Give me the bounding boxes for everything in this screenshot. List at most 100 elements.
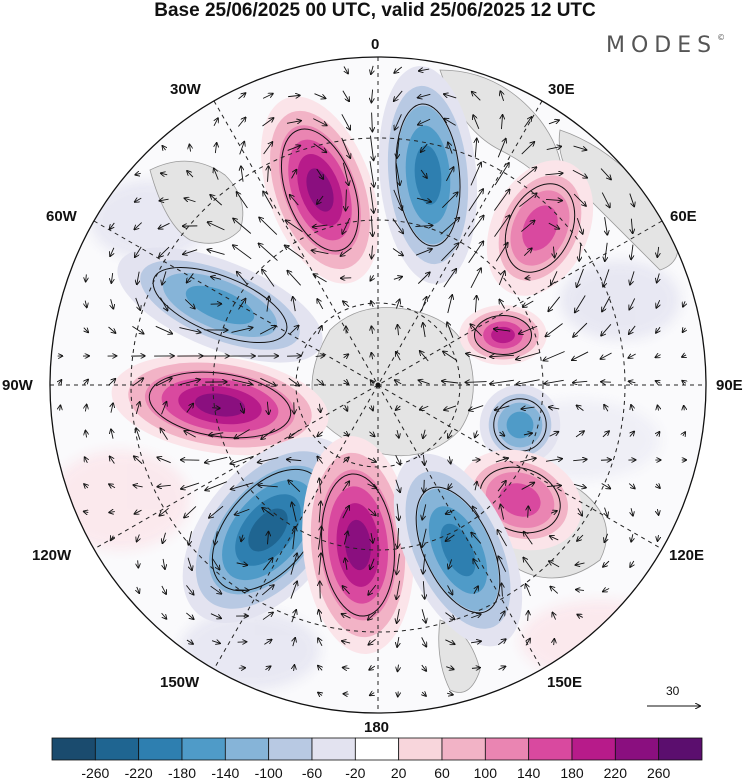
height-contour-line	[152, 266, 288, 344]
wind-vector	[631, 405, 633, 412]
wind-vector	[630, 271, 635, 284]
map-title: Base 25/06/2025 00 UTC, valid 25/06/2025…	[154, 0, 596, 21]
wind-vector	[84, 484, 88, 488]
wind-vector	[343, 668, 350, 669]
wind-vector	[683, 328, 686, 332]
colorbar-swatch	[138, 737, 183, 761]
wind-vector	[371, 65, 373, 74]
wind-vector	[59, 380, 62, 384]
wind-vector	[603, 560, 610, 567]
lon-label-180: 180	[364, 719, 390, 736]
wind-vector	[210, 613, 221, 619]
wind-vector	[519, 325, 538, 333]
wind-vector	[313, 118, 326, 126]
wind-vector	[319, 502, 321, 523]
height-contour-line	[281, 128, 359, 252]
wind-vector	[473, 115, 480, 129]
wind-vector	[239, 142, 245, 155]
wind-vector	[264, 640, 271, 645]
colorbar-tick-label: 140	[516, 765, 541, 781]
wind-vector	[494, 215, 509, 237]
modes-logo: MODES©	[606, 33, 725, 58]
height-contour-line	[504, 183, 576, 273]
lon-label-90e: 90E	[716, 377, 743, 394]
wind-vector	[84, 380, 88, 385]
wind-vector	[497, 530, 507, 547]
height-contour-line	[148, 371, 292, 439]
wind-vector	[293, 638, 295, 647]
colorbar-tick-label: -100	[254, 765, 283, 781]
wind-vector	[521, 407, 535, 409]
wind-vector	[395, 114, 402, 129]
wind-vector	[342, 90, 349, 102]
wind-vector	[133, 485, 143, 487]
wind-vector	[370, 275, 373, 281]
wind-vector	[288, 480, 301, 493]
colorbar-tick-label: -260	[81, 765, 110, 781]
wind-vector	[473, 586, 478, 594]
wind-vector	[135, 297, 141, 310]
wind-vector	[573, 193, 586, 206]
wind-vector	[368, 638, 376, 644]
wind-vector	[393, 277, 402, 280]
wind-vector	[210, 585, 222, 594]
wind-vector	[397, 608, 400, 623]
lon-label-120e: 120E	[669, 547, 705, 564]
wind-vector	[262, 94, 273, 99]
wind-vector	[239, 402, 244, 413]
wind-vector	[397, 637, 399, 647]
wind-vector	[552, 612, 555, 620]
wind-vector	[572, 169, 587, 178]
wind-vector	[134, 456, 143, 465]
wind-vector	[629, 193, 634, 207]
wind-vector	[184, 299, 194, 308]
wind-vector	[628, 483, 635, 489]
colorbar-swatch	[94, 737, 140, 761]
wind-vector	[369, 666, 376, 670]
lon-label-150e: 150E	[547, 674, 583, 691]
wind-vector	[605, 217, 608, 235]
wind-vector	[241, 166, 243, 182]
wind-vector	[440, 218, 460, 235]
wind-vector	[528, 611, 529, 621]
wind-vector	[237, 272, 248, 285]
wind-vector	[60, 405, 61, 411]
wind-vector	[263, 142, 273, 155]
wind-vector	[159, 199, 169, 201]
wind-vector	[155, 325, 172, 333]
wind-vector	[267, 401, 268, 415]
wind-vector	[341, 137, 351, 158]
wind-vector	[268, 532, 269, 545]
wind-vector	[601, 324, 612, 335]
wind-vector	[398, 691, 399, 696]
wind-vector	[550, 587, 559, 594]
wind-vector	[132, 378, 144, 387]
lon-label-120w: 120W	[32, 547, 72, 564]
wind-vector	[475, 139, 476, 158]
wind-vector	[657, 508, 658, 515]
wind-vector	[498, 271, 504, 286]
map-boundary	[49, 56, 707, 714]
wind-vector	[494, 189, 509, 211]
wind-vector	[318, 666, 322, 671]
wind-vector	[111, 403, 113, 413]
wind-vector	[317, 526, 321, 550]
wind-vector	[315, 356, 325, 357]
wind-vector	[423, 554, 425, 574]
wind-vector	[575, 295, 586, 313]
wind-vector	[447, 585, 453, 594]
wind-vector	[500, 432, 505, 436]
wind-vector	[524, 117, 532, 128]
wind-vector	[469, 405, 484, 411]
wind-vector	[287, 459, 302, 460]
logo-text: MODES	[606, 33, 718, 58]
wind-vector	[156, 378, 172, 387]
wind-vector	[600, 168, 611, 180]
lon-label-60e: 60E	[670, 208, 697, 225]
wind-vector	[682, 355, 686, 357]
reference-vector-value: 30	[666, 684, 680, 698]
wind-vector	[395, 479, 400, 493]
wind-vector	[466, 354, 487, 359]
wind-vector	[576, 590, 585, 591]
wind-vector	[162, 146, 165, 150]
